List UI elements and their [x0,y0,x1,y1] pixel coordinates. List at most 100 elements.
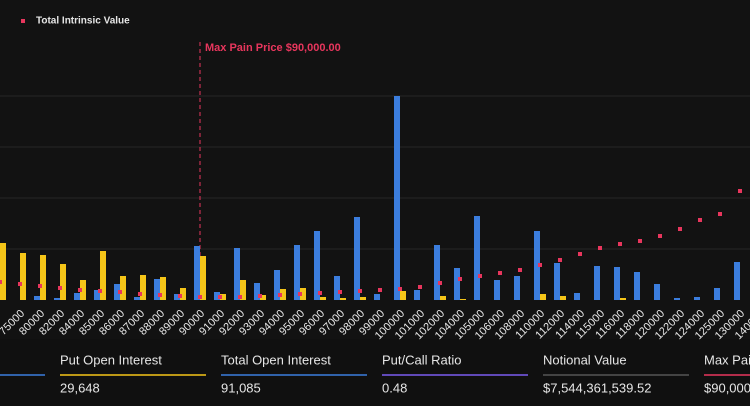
point [698,218,702,222]
point [578,252,582,256]
bar [280,289,286,300]
point [398,287,402,291]
stat-value: 29,648 [60,380,100,395]
bar [240,280,246,300]
point [338,290,342,294]
bar [560,296,566,300]
point [0,280,2,284]
bar [354,217,360,300]
point [358,289,362,293]
bar [534,231,540,300]
stats-panel [0,339,750,406]
bar [360,297,366,300]
point [598,246,602,250]
bar [574,293,580,300]
bar [34,296,40,300]
bar [454,268,460,300]
point [678,227,682,231]
stat-label: Max Pain [704,352,750,367]
point [78,288,82,292]
point [38,284,42,288]
point [198,295,202,299]
bar [0,243,6,300]
stat-label: Put/Call Ratio [382,352,461,367]
point [238,295,242,299]
point [498,271,502,275]
point [658,234,662,238]
bar [100,251,106,300]
bar [140,275,146,300]
stat-value: 0.48 [382,380,407,395]
bar [114,284,120,300]
bar [414,290,420,300]
bar [394,96,400,300]
point [98,289,102,293]
bar [180,288,186,300]
point [718,212,722,216]
bar [434,245,440,300]
bar [234,248,240,300]
bar [254,283,260,300]
stat-label: Total Open Interest [221,352,331,367]
bar [300,288,306,300]
point [518,268,522,272]
bar [494,280,500,300]
point [298,292,302,296]
bar [160,277,166,300]
bar [620,298,626,300]
bar [634,272,640,300]
point [538,263,542,267]
bar [120,276,126,300]
bar [474,216,480,300]
point [418,285,422,289]
point [118,290,122,294]
point [458,277,462,281]
point [138,292,142,296]
bar [654,284,660,300]
bar [614,267,620,300]
bar [320,297,326,300]
bar [514,276,520,300]
bar [220,294,226,300]
bar [40,255,46,300]
bar [734,262,740,300]
point [258,294,262,298]
bar [374,294,380,300]
point [558,258,562,262]
stat-label: Notional Value [543,352,627,367]
bar [80,280,86,300]
bar [340,298,346,300]
bar [194,246,200,300]
bar [294,245,300,300]
point [278,293,282,297]
bar [94,290,100,300]
bar [694,297,700,300]
max-pain-label: Max Pain Price $90,000.00 [205,42,341,54]
bar [60,264,66,300]
stat-value: 91,085 [221,380,261,395]
point [378,288,382,292]
bar [260,295,266,300]
bar [154,279,160,300]
bar [200,256,206,300]
point [18,282,22,286]
bar [314,231,320,300]
bar [54,298,60,300]
bar [274,270,280,300]
stat-value: $90,000.00 [704,380,750,395]
bar [74,293,80,300]
bar [20,253,26,300]
point [738,189,742,193]
point [618,242,622,246]
legend-label: Total Intrinsic Value [36,16,130,27]
point [158,293,162,297]
bar [334,276,340,300]
bar [554,263,560,300]
bar [714,288,720,300]
point [638,239,642,243]
point [218,295,222,299]
legend-marker [21,19,25,23]
stat-value: $7,544,361,539.52 [543,380,651,395]
